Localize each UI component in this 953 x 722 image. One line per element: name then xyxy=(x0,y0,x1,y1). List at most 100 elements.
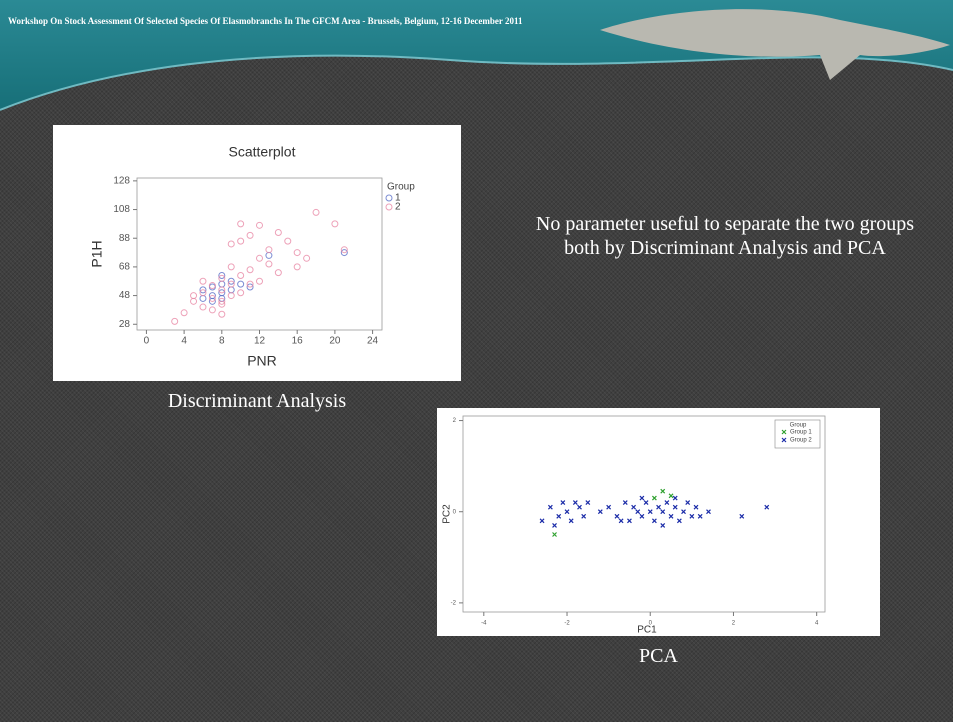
point xyxy=(238,273,244,279)
point xyxy=(294,250,300,256)
point xyxy=(607,505,611,509)
point xyxy=(573,501,577,505)
x-tick-label: 0 xyxy=(144,336,150,347)
point xyxy=(257,255,263,261)
point xyxy=(266,261,272,267)
point xyxy=(740,514,744,518)
point xyxy=(640,514,644,518)
point xyxy=(548,505,552,509)
point xyxy=(266,247,272,253)
point xyxy=(557,514,561,518)
legend-label: Group 1 xyxy=(790,430,812,436)
point xyxy=(540,519,544,523)
x-tick-label: 16 xyxy=(292,336,304,347)
point xyxy=(200,304,206,310)
point xyxy=(247,232,253,238)
point xyxy=(191,293,197,299)
point xyxy=(285,238,291,244)
point xyxy=(661,523,665,527)
x-tick-label: 4 xyxy=(815,621,819,627)
legend-label: 2 xyxy=(395,202,401,213)
point xyxy=(661,489,665,493)
point xyxy=(219,281,225,287)
y-tick-label: 48 xyxy=(119,290,131,301)
point xyxy=(275,270,281,276)
point xyxy=(257,278,263,284)
point xyxy=(648,510,652,514)
plot-frame xyxy=(137,178,382,330)
x-tick-label: 4 xyxy=(181,336,187,347)
x-tick-label: 24 xyxy=(367,336,379,347)
x-tick-label: -4 xyxy=(481,621,487,627)
y-tick-label: 68 xyxy=(119,262,131,273)
point xyxy=(586,501,590,505)
slide: Workshop On Stock Assessment Of Selected… xyxy=(0,0,953,722)
point xyxy=(228,264,234,270)
point xyxy=(200,295,206,301)
point xyxy=(615,514,619,518)
y-tick-label: 2 xyxy=(453,418,457,424)
point xyxy=(669,494,673,498)
point xyxy=(275,229,281,235)
point xyxy=(304,255,310,261)
point xyxy=(238,281,244,287)
point xyxy=(669,514,673,518)
y-tick-label: 128 xyxy=(113,176,130,187)
point xyxy=(209,307,215,313)
point xyxy=(228,287,234,293)
point xyxy=(582,514,586,518)
point xyxy=(706,510,710,514)
point xyxy=(569,519,573,523)
point xyxy=(673,496,677,500)
x-axis-label: PNR xyxy=(247,353,277,369)
y-tick-label: 108 xyxy=(113,204,130,215)
x-axis-label: PC1 xyxy=(637,625,657,636)
point xyxy=(578,505,582,509)
point xyxy=(690,514,694,518)
point xyxy=(561,501,565,505)
point xyxy=(698,514,702,518)
point xyxy=(553,523,557,527)
y-tick-label: 0 xyxy=(453,509,457,515)
point xyxy=(652,519,656,523)
x-tick-label: -2 xyxy=(564,621,570,627)
chart-title: Scatterplot xyxy=(229,144,296,160)
point xyxy=(686,501,690,505)
plot-frame xyxy=(463,416,825,612)
point xyxy=(200,278,206,284)
point xyxy=(627,519,631,523)
point xyxy=(665,501,669,505)
x-tick-label: 2 xyxy=(732,621,736,627)
point xyxy=(219,311,225,317)
point xyxy=(238,221,244,227)
point xyxy=(228,241,234,247)
point xyxy=(257,222,263,228)
point xyxy=(598,510,602,514)
point xyxy=(553,533,557,537)
point xyxy=(172,318,178,324)
point xyxy=(657,505,661,509)
point xyxy=(181,310,187,316)
x-tick-label: 12 xyxy=(254,336,266,347)
point xyxy=(238,290,244,296)
y-axis-label: PC2 xyxy=(442,504,453,524)
point xyxy=(694,505,698,509)
point xyxy=(652,496,656,500)
point xyxy=(332,221,338,227)
x-tick-label: 20 xyxy=(329,336,341,347)
point xyxy=(682,510,686,514)
legend-marker xyxy=(386,195,392,201)
charts: ScatterplotPNRP1H04812162024284868881081… xyxy=(0,0,953,722)
point xyxy=(565,510,569,514)
y-tick-label: 88 xyxy=(119,233,131,244)
point xyxy=(765,505,769,509)
point xyxy=(632,505,636,509)
point xyxy=(313,209,319,215)
point xyxy=(673,505,677,509)
point xyxy=(294,264,300,270)
legend-title: Group xyxy=(387,182,415,193)
y-tick-label: 28 xyxy=(119,319,131,330)
point xyxy=(623,501,627,505)
point xyxy=(266,252,272,258)
point xyxy=(677,519,681,523)
